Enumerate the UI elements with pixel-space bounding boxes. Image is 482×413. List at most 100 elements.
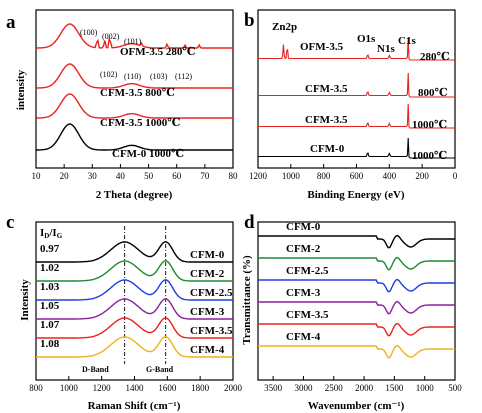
id-ig-ratio: 1.05 [40,300,60,312]
x-tick-label: 1200 [93,383,112,393]
id-ig-ratio: 1.07 [40,319,60,331]
x-tick-label: 2000 [224,383,243,393]
ftir-series-cfm-0 [258,234,455,249]
panel-c: c 800 1000 1200 1400 1600 1800 2000 Raman Shif… [6,212,243,412]
ftir-label-cfm-2: CFM-2 [286,243,321,255]
panel-a-x-ticks: 10 20 30 40 50 60 70 80 [32,164,239,181]
panel-d-series-labels: CFM-0 CFM-2 CFM-2.5 CFM-3 CFM-3.5 CFM-4 [286,221,329,343]
d-band-label: D-Band [82,365,109,374]
x-tick-label: 2500 [325,383,344,393]
x-tick-label: 3500 [264,383,283,393]
id-ig-ratio: 1.08 [40,338,60,350]
panel-a-label-cfm-3.5-1000: CFM-3.5 1000℃ [100,117,180,129]
id-ig-ratio: 0.97 [40,243,60,255]
peak-label-100: (100) [80,28,98,37]
raman-label-cfm-2.5: CFM-2.5 [190,287,233,299]
x-tick-label: 80 [229,171,239,181]
panel-a-frame [35,9,234,169]
panel-c-ylabel: Intensity [19,279,31,321]
x-tick-label: 10 [32,171,42,181]
panel-d-xlabel: Wavenumber (cm⁻¹) [308,400,405,412]
ftir-label-cfm-2.5: CFM-2.5 [286,265,329,277]
ftir-label-cfm-0: CFM-0 [286,221,321,233]
x-tick-label: 1000 [282,171,301,181]
panel-c-letter: c [6,212,14,233]
xps-label-o1s: O1s [357,33,376,45]
xps-label-zn2p: Zn2p [272,21,297,33]
panel-c-series-labels: CFM-0 CFM-2 CFM-2.5 CFM-3 CFM-3.5 CFM-4 [190,249,233,356]
panel-a-ylabel: intensity [15,69,27,110]
xps-label-c1s: C1s [398,35,416,47]
x-tick-label: 50 [144,171,154,181]
x-tick-label: 1200 [249,171,268,181]
id-ig-ratio: 1.03 [40,281,60,293]
panel-c-x-ticks: 800 1000 1200 1400 1600 1800 2000 [29,376,243,393]
raman-series-cfm-3 [36,297,233,320]
xps-label-n1s: N1s [377,43,395,55]
panel-b-series-cfm-3.5-800 [258,72,455,98]
peak-label-101: (101) [124,37,142,46]
x-tick-label: 800 [29,383,43,393]
panel-b-temp-800: 800℃ [418,87,448,99]
x-tick-label: 800 [317,171,331,181]
raman-series-cfm-0 [36,240,233,263]
x-tick-label: 1000 [60,383,79,393]
ftir-label-cfm-3.5: CFM-3.5 [286,309,329,321]
peak-label-002: (002) [102,32,120,41]
peak-label-112: (112) [175,72,192,81]
ftir-series-cfm-4 [258,344,455,359]
panel-a-letter: a [6,12,16,33]
x-tick-label: 200 [415,171,429,181]
panel-b-x-ticks: 1200 1000 800 600 400 200 0 [249,164,458,181]
raman-label-cfm-3: CFM-3 [190,306,225,318]
raman-series-cfm-4 [36,335,233,358]
raman-series-cfm-2 [36,259,233,282]
panel-c-ratios: 0.97 1.02 1.03 1.05 1.07 1.08 [40,243,60,350]
x-tick-label: 70 [200,171,210,181]
panel-b-temp-1000b: 1000℃ [412,150,447,162]
panel-b-series-cfm-3.5-1000 [258,103,455,129]
raman-label-cfm-0: CFM-0 [190,249,225,261]
x-tick-label: 1800 [191,383,210,393]
panel-c-xlabel: Raman Shift (cm⁻¹) [88,400,181,412]
raman-label-cfm-4: CFM-4 [190,344,225,356]
x-tick-label: 0 [453,171,458,181]
panel-a: a 10 20 30 40 50 60 70 80 2 Theta (degree) inte… [6,9,239,201]
id-ig-header: ID/IG [40,227,63,240]
x-tick-label: 40 [116,171,126,181]
g-band-label: G-Band [146,365,174,374]
panel-a-series-cfm-3.5-1000 [36,93,233,119]
ftir-series-cfm-3.5 [258,322,455,337]
ftir-label-cfm-4: CFM-4 [286,331,321,343]
x-tick-label: 1500 [385,383,404,393]
panel-b-label-ofm-3.5: OFM-3.5 [300,41,344,53]
x-tick-label: 20 [60,171,70,181]
panel-a-label-cfm-0-1000: CFM-0 1000℃ [112,148,184,160]
x-tick-label: 500 [448,383,462,393]
panel-a-series-ofm-3.5-280 [36,23,233,49]
panel-d-ylabel: Transmittance (%) [241,255,253,345]
panel-b-label-cfm-3.5-1000: CFM-3.5 [305,114,348,126]
x-tick-label: 30 [88,171,98,181]
panel-b-temp-280: 280℃ [420,51,450,63]
panel-b-temp-1000a: 1000℃ [412,119,447,131]
panel-b-letter: b [244,10,255,31]
panel-d-x-ticks: 3500 3000 2500 2000 1500 1000 500 [264,376,462,393]
panel-d: d 3500 3000 2500 2000 1500 1000 500 Wavenumber… [241,212,462,412]
panel-b-xlabel: Binding Energy (eV) [307,189,405,201]
panel-a-xlabel: 2 Theta (degree) [96,189,173,201]
x-tick-label: 2000 [355,383,374,393]
raman-label-cfm-3.5: CFM-3.5 [190,325,233,337]
panel-b-label-cfm-0: CFM-0 [310,143,345,155]
peak-label-110: (110) [124,72,141,81]
raman-series-cfm-2.5 [36,278,233,301]
ftir-label-cfm-3: CFM-3 [286,287,321,299]
peak-label-102: (102) [100,70,118,79]
raman-label-cfm-2: CFM-2 [190,268,225,280]
panel-a-label-ofm-3.5-280: OFM-3.5 280℃ [120,46,196,58]
panel-a-series-cfm-0-1000 [36,123,233,151]
panel-d-letter: d [244,212,255,233]
panel-b-label-cfm-3.5-800: CFM-3.5 [305,83,348,95]
x-tick-label: 1600 [158,383,177,393]
